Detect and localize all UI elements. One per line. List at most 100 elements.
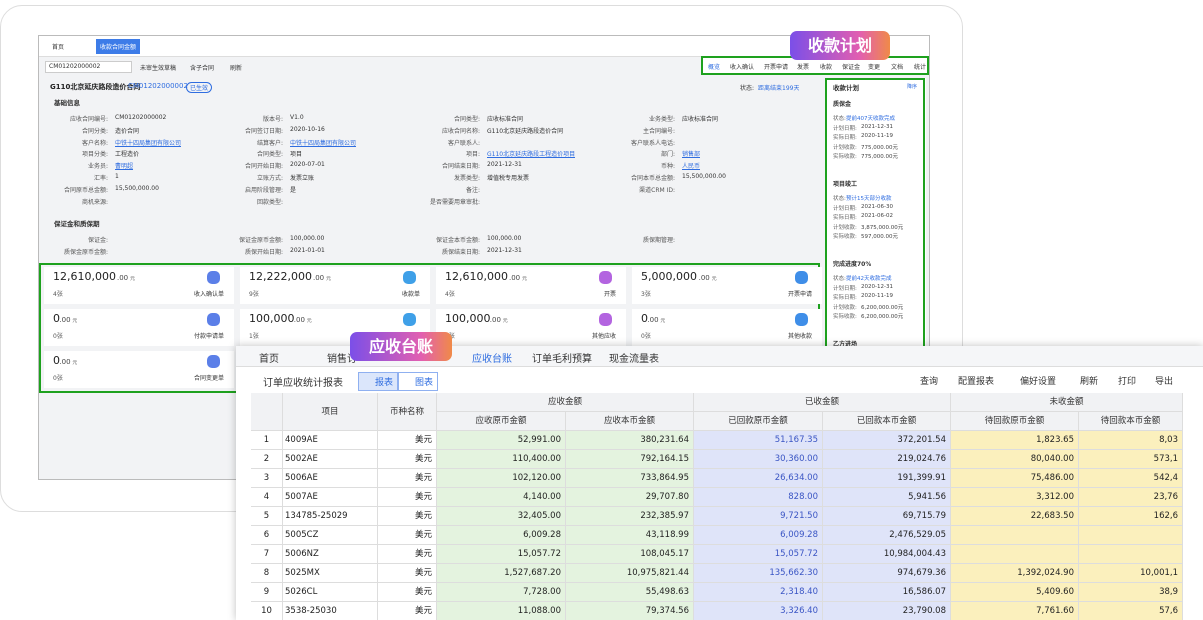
plan-value: 2020-11-19 xyxy=(861,293,893,299)
plan-label: 计划收款: xyxy=(833,224,857,231)
field-value: CM01202000002 xyxy=(115,114,167,121)
option[interactable]: 含子合同 xyxy=(190,65,215,72)
section-title: 基础信息 xyxy=(54,99,80,107)
view-toggle[interactable]: 报表 xyxy=(358,372,399,391)
plan-value: 2020-12-31 xyxy=(861,283,893,290)
contract-title: G110北京延庆路段造价合同 xyxy=(50,83,141,91)
table-cell: 3538-25030 xyxy=(283,602,378,620)
field-label: 汇率: xyxy=(93,175,108,182)
field-label: 商机来源: xyxy=(81,198,108,206)
table-cell: 9,721.50 xyxy=(694,507,823,526)
tab[interactable]: 首页 xyxy=(52,44,65,51)
nav-tab[interactable]: 概览 xyxy=(708,64,721,71)
toolbar-action[interactable]: 刷新 xyxy=(1080,377,1099,387)
toolbar-action[interactable]: 查询 xyxy=(920,377,939,387)
toolbar-action[interactable]: 偏好设置 xyxy=(1020,377,1057,387)
card-decimals: .00 xyxy=(509,274,521,282)
table-cell: 974,679.36 xyxy=(823,564,951,583)
plan-label: 实际日期: xyxy=(833,215,857,221)
card-link[interactable]: 开票申请 xyxy=(787,291,812,298)
table-cell: 美元 xyxy=(378,602,437,620)
view-toggle[interactable]: 图表 xyxy=(398,372,439,391)
card-link[interactable]: 付款申请单 xyxy=(193,333,224,340)
field-value: 中铁十四局集团有限公司 xyxy=(115,139,182,147)
field-value: 造价合同 xyxy=(115,127,140,135)
nav-tab[interactable]: 收入确认 xyxy=(730,64,755,71)
gear-header xyxy=(251,393,283,431)
plan-label: 实际日期: xyxy=(833,295,857,301)
card-link[interactable]: 开票 xyxy=(603,291,616,298)
group-header: 应收金额 xyxy=(437,393,694,412)
card-count: 9张 xyxy=(249,291,259,298)
table-cell: 美元 xyxy=(378,431,437,450)
front-tab[interactable]: 首页 xyxy=(259,354,279,365)
card-icon xyxy=(207,271,220,284)
table-cell: 10 xyxy=(251,602,283,620)
table-cell xyxy=(951,545,1079,564)
nav-tab[interactable]: 发票 xyxy=(797,64,810,71)
nav-tab[interactable]: 保证金 xyxy=(842,64,861,71)
status-label: 状态: xyxy=(740,85,755,92)
toolbar-action[interactable]: 配置报表 xyxy=(958,377,995,387)
option[interactable]: 刷新 xyxy=(230,65,243,72)
front-tab[interactable]: 应收台账 xyxy=(472,354,512,365)
option[interactable]: 未审生效草稿 xyxy=(140,65,177,72)
table-cell: 29,707.80 xyxy=(566,488,694,507)
table-cell: 80,040.00 xyxy=(951,450,1079,469)
card-amount: 0 xyxy=(641,312,648,325)
table-cell: 51,167.35 xyxy=(694,431,823,450)
nav-tab[interactable]: 统计 xyxy=(914,64,927,71)
card-link[interactable]: 收入确认单 xyxy=(193,291,224,298)
field-label: 质保结束日期: xyxy=(441,249,480,256)
table-cell: 573,1 xyxy=(1079,450,1183,469)
card-decimals: .00 xyxy=(489,316,501,324)
field-label: 客户联系人: xyxy=(447,139,480,147)
toolbar-action[interactable]: 导出 xyxy=(1155,377,1174,387)
plan-value: 3,875,000.00元 xyxy=(861,224,904,231)
field-label: 客户名称: xyxy=(81,139,108,147)
card-link[interactable]: 其他应收 xyxy=(591,333,616,340)
plan-sort[interactable]: 降序 xyxy=(907,84,918,90)
field-label: 应收合同名称: xyxy=(441,127,480,135)
tab-active[interactable]: 收款合同金额 xyxy=(96,39,141,54)
plan-label: 计划收款: xyxy=(833,304,857,311)
table-cell: 380,231.64 xyxy=(566,431,694,450)
table-cell: 75,486.00 xyxy=(951,469,1079,488)
nav-tab[interactable]: 变更 xyxy=(868,64,881,71)
column-header: 应收本币金额 xyxy=(566,412,694,431)
table-cell: 22,683.50 xyxy=(951,507,1079,526)
front-tab[interactable]: 现金流量表 xyxy=(609,354,659,365)
card-link[interactable]: 其他收款 xyxy=(787,333,812,340)
plan-value: 预计15天部分收款 xyxy=(846,196,892,202)
card-amount: 0 xyxy=(53,312,60,325)
card-count: 0张 xyxy=(53,375,63,382)
field-value: 100,000.00 xyxy=(487,235,522,242)
front-tab[interactable]: 销售订 xyxy=(327,354,357,365)
table-cell: 30,360.00 xyxy=(694,450,823,469)
table-cell: 542,4 xyxy=(1079,469,1183,488)
plan-value: 2021-12-31 xyxy=(861,123,893,130)
toolbar-action[interactable]: 打印 xyxy=(1118,377,1137,387)
status-badge: 已生效 xyxy=(186,82,213,93)
table-cell: 6,009.28 xyxy=(437,526,566,545)
field-value: 1 xyxy=(115,173,119,180)
card-link[interactable]: 合同变更单 xyxy=(193,375,224,382)
card-amount: 0 xyxy=(53,354,60,367)
front-tab[interactable]: 订单毛利预算 xyxy=(532,354,592,365)
table-cell xyxy=(1079,545,1183,564)
card-link[interactable]: 收款单 xyxy=(401,291,420,298)
column-header: 已回款原币金额 xyxy=(694,412,823,431)
table-cell: 1,823.65 xyxy=(951,431,1079,450)
card-amount: 12,610,000 xyxy=(53,270,116,283)
nav-tab[interactable]: 开票申请 xyxy=(764,64,789,71)
table-cell: 5002AE xyxy=(283,450,378,469)
nav-tab[interactable]: 收款 xyxy=(820,64,833,71)
field-value: 2021-12-31 xyxy=(487,247,522,254)
table-cell: 10,984,004.43 xyxy=(823,545,951,564)
table-cell: 733,864.95 xyxy=(566,469,694,488)
card-unit: 元 xyxy=(326,276,332,282)
field-label: 启用阶段管理: xyxy=(244,186,283,194)
card-unit: 元 xyxy=(130,276,136,282)
nav-tab[interactable]: 文档 xyxy=(891,64,904,71)
table-cell: 4 xyxy=(251,488,283,507)
